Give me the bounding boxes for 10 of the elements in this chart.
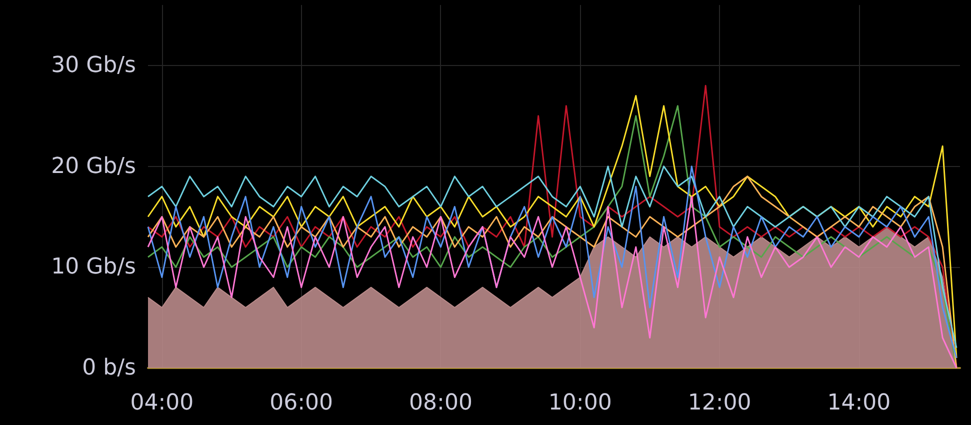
x-tick-label: 10:00 bbox=[548, 390, 612, 416]
y-tick-label: 0 b/s bbox=[82, 356, 136, 380]
y-tick-label: 30 Gb/s bbox=[51, 53, 136, 78]
y-tick-label: 20 Gb/s bbox=[51, 154, 136, 179]
x-tick-label: 12:00 bbox=[688, 390, 752, 416]
x-tick-label: 08:00 bbox=[409, 390, 472, 416]
x-tick-label: 04:00 bbox=[130, 390, 194, 416]
y-tick-label: 10 Gb/s bbox=[51, 254, 136, 280]
x-tick-label: 14:00 bbox=[827, 390, 891, 416]
x-tick-label: 06:00 bbox=[270, 390, 334, 416]
